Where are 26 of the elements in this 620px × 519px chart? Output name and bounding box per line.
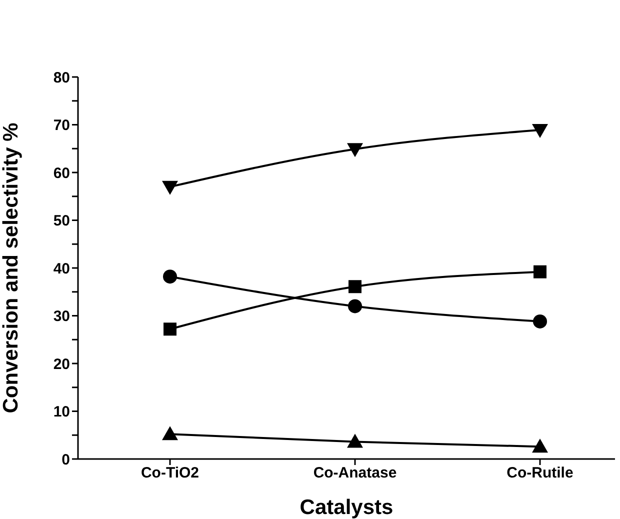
x-tick-label: Co-Rutile bbox=[506, 464, 574, 482]
point bbox=[348, 280, 362, 294]
point bbox=[347, 434, 363, 448]
y-tick-label: 30 bbox=[53, 308, 70, 326]
point bbox=[348, 299, 362, 314]
x-tick-label: Co-TiO2 bbox=[140, 464, 200, 482]
point bbox=[533, 314, 547, 328]
point bbox=[162, 180, 178, 195]
point bbox=[163, 270, 177, 284]
point bbox=[534, 265, 546, 278]
y-tick-label: 70 bbox=[53, 117, 70, 134]
y-tick-label: 40 bbox=[53, 260, 70, 278]
x-tick-label: Co-Anatase bbox=[313, 464, 397, 482]
x-axis-title: Catalysts bbox=[300, 496, 394, 519]
point bbox=[162, 426, 178, 440]
y-tick-label: 50 bbox=[53, 212, 70, 230]
point bbox=[532, 438, 548, 453]
y-tick-label: 0 bbox=[62, 451, 70, 468]
y-tick-label: 20 bbox=[53, 356, 70, 373]
y-tick-label: 10 bbox=[53, 404, 70, 421]
y-axis-title: Conversion and selectivity % bbox=[0, 122, 22, 414]
point bbox=[347, 143, 363, 158]
point bbox=[532, 124, 548, 138]
y-tick-label: 60 bbox=[53, 164, 70, 182]
point bbox=[164, 322, 176, 336]
y-tick-label: 80 bbox=[53, 69, 70, 86]
